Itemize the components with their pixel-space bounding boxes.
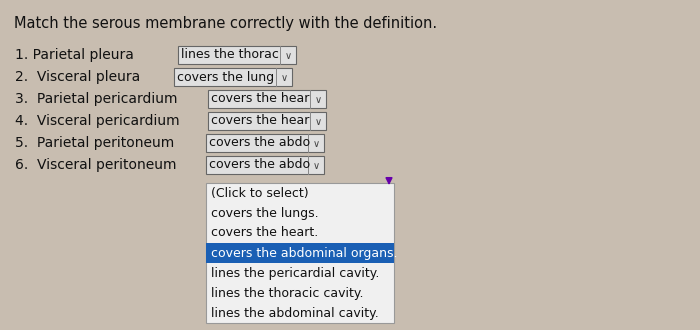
- Text: lines the pericardial cavity.: lines the pericardial cavity.: [211, 267, 379, 280]
- Bar: [178, 46, 296, 64]
- Text: 6.  Visceral peritoneum: 6. Visceral peritoneum: [15, 158, 176, 172]
- Text: Match the serous membrane correctly with the definition.: Match the serous membrane correctly with…: [14, 16, 437, 31]
- Text: covers the abdo: covers the abdo: [209, 137, 310, 149]
- Text: ∨: ∨: [312, 139, 320, 149]
- Bar: [206, 156, 324, 174]
- Text: ∨: ∨: [314, 117, 321, 127]
- Text: lines the thoracic cavity.: lines the thoracic cavity.: [211, 286, 363, 300]
- Text: covers the abdominal organs.: covers the abdominal organs.: [211, 247, 398, 259]
- Text: ∨: ∨: [281, 73, 288, 83]
- Text: covers the heart.: covers the heart.: [211, 226, 318, 240]
- Text: 3.  Parietal pericardium: 3. Parietal pericardium: [15, 92, 178, 106]
- Text: ∨: ∨: [312, 161, 320, 171]
- Bar: [206, 243, 394, 263]
- Text: lines the abdominal cavity.: lines the abdominal cavity.: [211, 307, 379, 319]
- Text: ∨: ∨: [284, 51, 292, 61]
- Text: ∨: ∨: [314, 95, 321, 105]
- Text: covers the lung: covers the lung: [177, 71, 274, 83]
- Text: covers the lungs.: covers the lungs.: [211, 207, 318, 219]
- Text: 4.  Visceral pericardium: 4. Visceral pericardium: [15, 114, 180, 128]
- Bar: [208, 112, 326, 130]
- Text: covers the hear: covers the hear: [211, 115, 309, 127]
- Text: covers the hear: covers the hear: [211, 92, 309, 106]
- Bar: [174, 68, 292, 86]
- Text: lines the thorac: lines the thorac: [181, 49, 279, 61]
- Bar: [208, 90, 326, 108]
- Text: 5.  Parietal peritoneum: 5. Parietal peritoneum: [15, 136, 174, 150]
- Text: (Click to select): (Click to select): [211, 186, 309, 200]
- Text: 2.  Visceral pleura: 2. Visceral pleura: [15, 70, 140, 84]
- Bar: [206, 134, 324, 152]
- Text: covers the abdo: covers the abdo: [209, 158, 310, 172]
- Bar: [206, 183, 394, 323]
- Text: 1. Parietal pleura: 1. Parietal pleura: [15, 48, 134, 62]
